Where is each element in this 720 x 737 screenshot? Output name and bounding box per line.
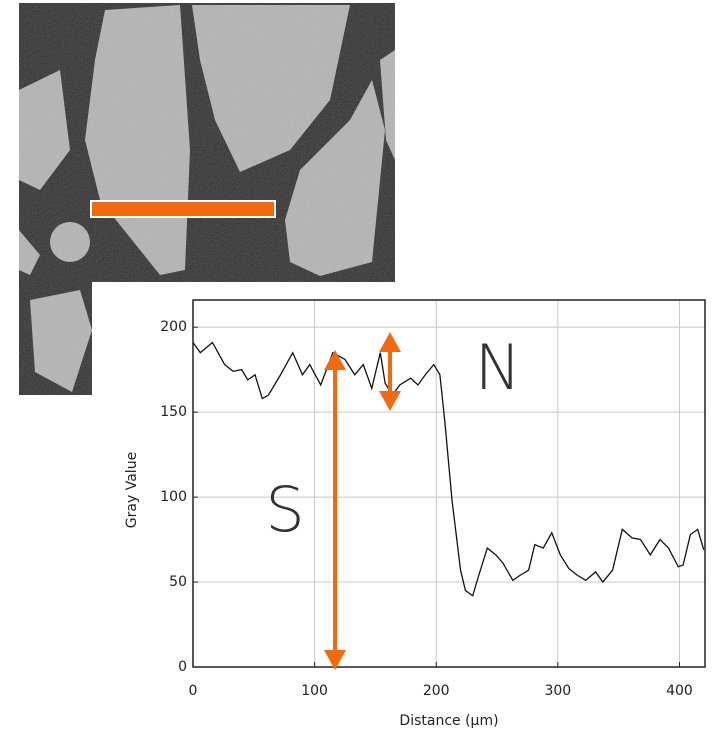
annotation-s: S <box>265 473 304 546</box>
y-tick-label: 0 <box>178 659 187 675</box>
y-tick-label: 100 <box>160 489 187 505</box>
x-tick-label: 0 <box>189 683 198 699</box>
x-tick-label: 100 <box>301 683 328 699</box>
plot-frame <box>192 299 706 668</box>
annotation-n: N <box>475 331 521 404</box>
y-tick-label: 200 <box>160 319 187 335</box>
y-axis-label: Gray Value <box>124 452 140 528</box>
y-tick-label: 50 <box>169 574 187 590</box>
x-tick-label: 300 <box>544 683 571 699</box>
x-axis-label: Distance (µm) <box>399 713 498 729</box>
x-tick-label: 400 <box>666 683 693 699</box>
plot-panel <box>92 282 720 737</box>
signal-arrow <box>324 350 346 670</box>
y-tick-label: 150 <box>160 404 187 420</box>
profile-line <box>90 200 276 218</box>
profile-curve <box>192 341 705 597</box>
noise-arrow <box>379 332 401 411</box>
x-tick-label: 200 <box>423 683 450 699</box>
